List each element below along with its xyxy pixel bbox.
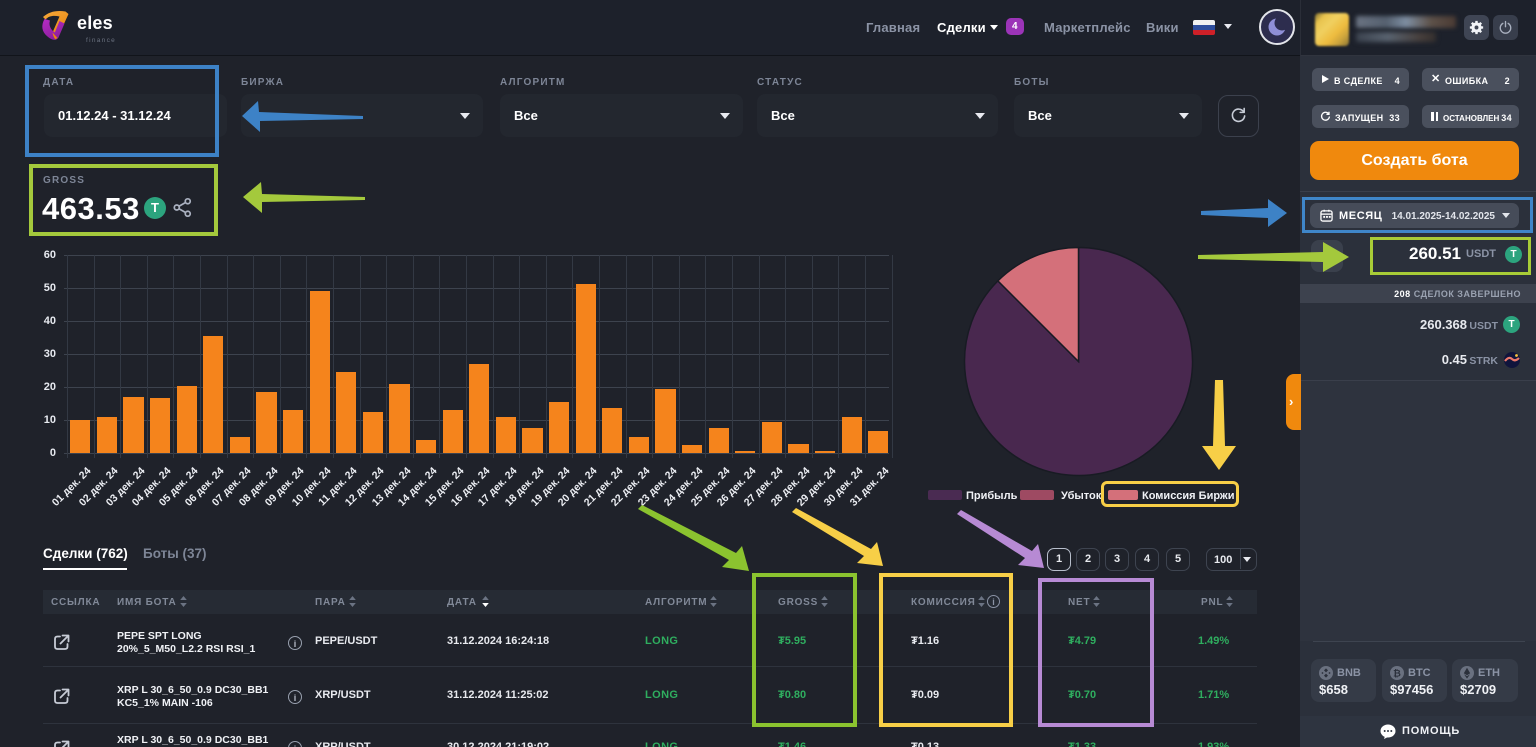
svg-text:₿: ₿ <box>1393 668 1401 679</box>
